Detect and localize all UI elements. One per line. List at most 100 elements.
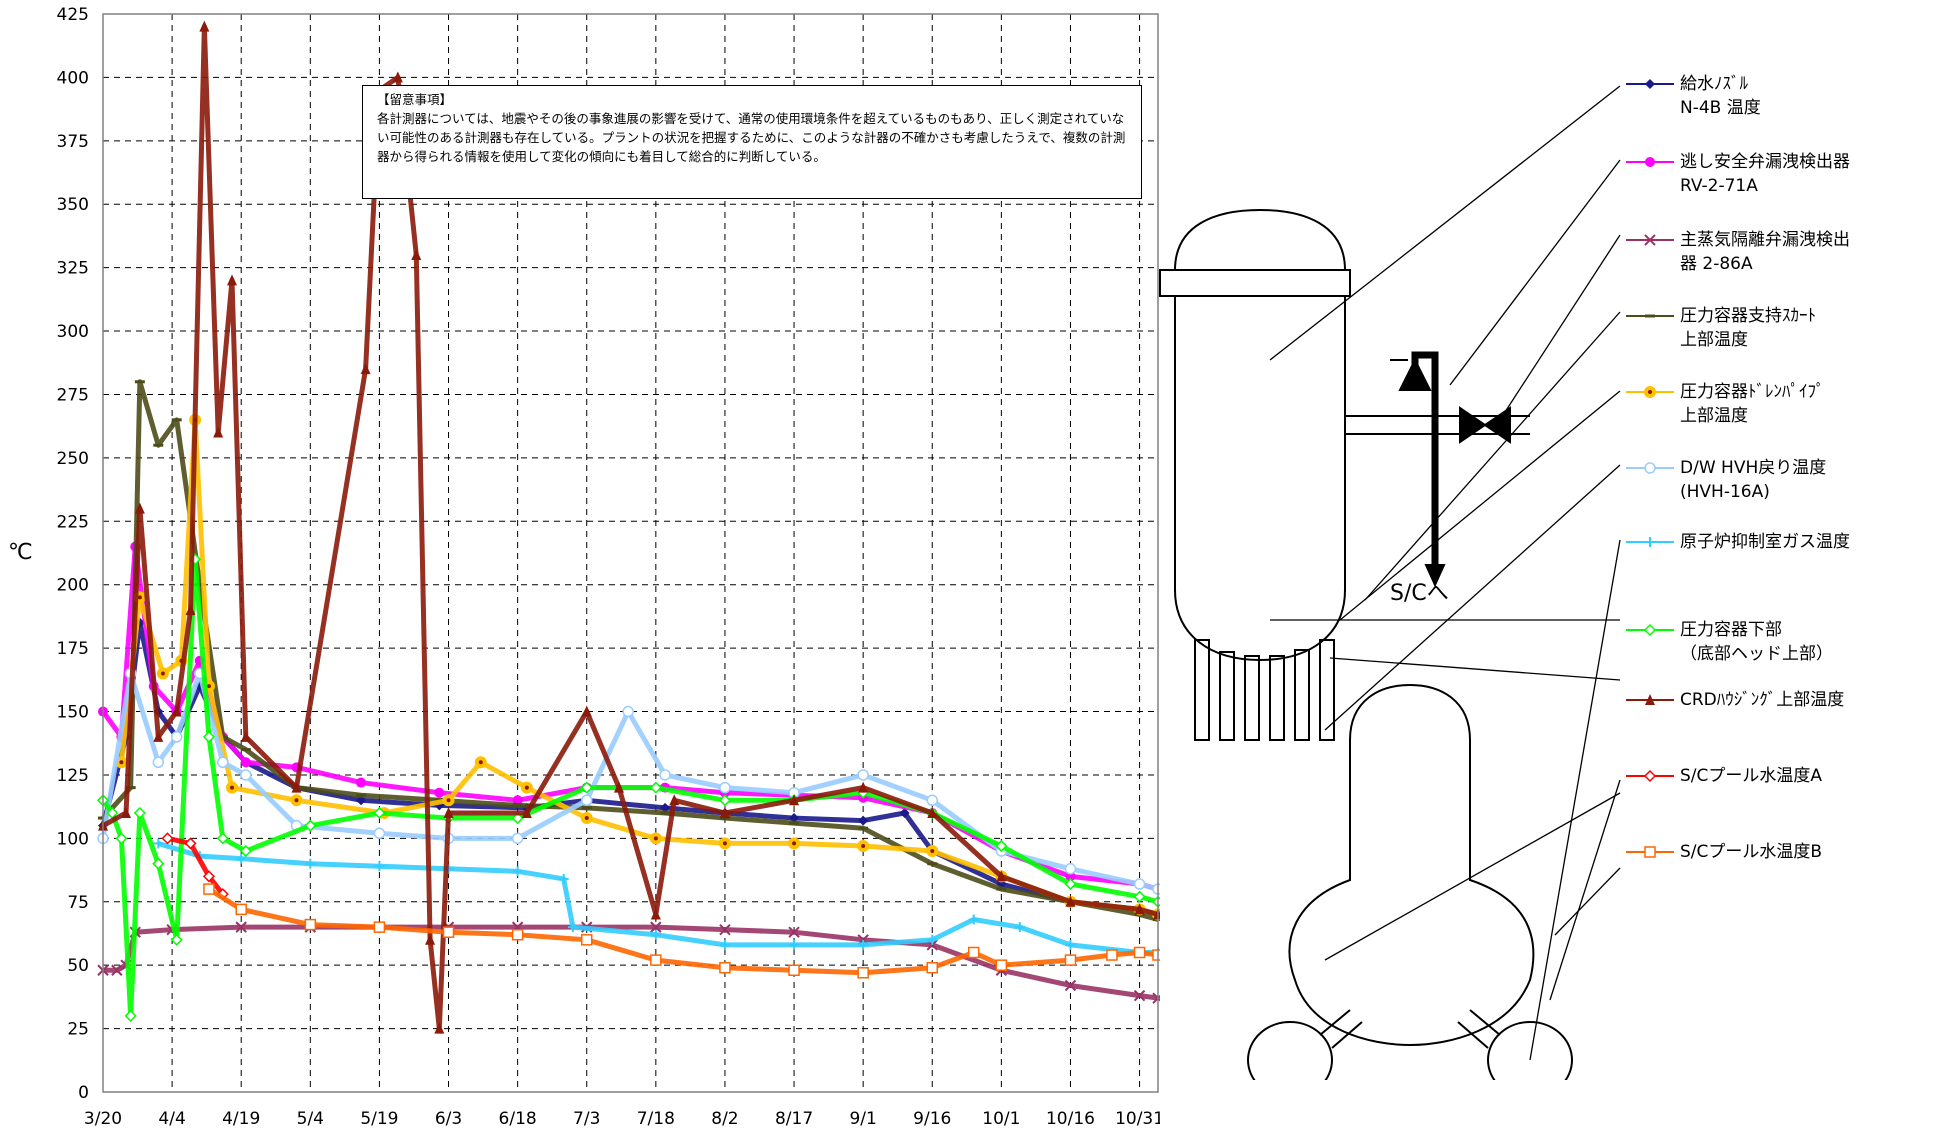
x-tick-label: 10/16	[1046, 1109, 1095, 1129]
crd-housing-3	[1244, 655, 1260, 741]
sc-arrow-head	[1424, 564, 1446, 588]
legend-item: D/W HVH戻り温度 (HVH-16A)	[1622, 456, 1933, 508]
data-point	[1065, 895, 1076, 907]
data-point	[580, 781, 593, 794]
data-point	[425, 933, 436, 945]
data-point	[184, 837, 197, 850]
legend-marker-b	[1644, 234, 1656, 246]
data-point	[442, 926, 455, 938]
legend-marker	[1643, 623, 1657, 637]
legend-swatch	[1626, 462, 1674, 474]
data-point-center	[446, 798, 451, 803]
legend-marker	[1643, 769, 1657, 783]
srv-valve	[1398, 357, 1432, 391]
data-point	[511, 928, 524, 941]
data-point	[203, 883, 215, 895]
data-point	[217, 756, 229, 769]
x-tick-label: 6/18	[499, 1109, 537, 1129]
legend-swatch	[1626, 234, 1674, 246]
msiv-valve-left	[1459, 406, 1487, 444]
legend-item: S/Cプール水温度A	[1622, 764, 1933, 816]
data-point	[650, 908, 661, 920]
data-point	[434, 1022, 445, 1034]
data-point	[355, 777, 366, 788]
x-tick-label: 5/4	[297, 1109, 324, 1129]
data-point	[580, 794, 593, 807]
legend-swatch	[1626, 314, 1674, 318]
data-point-b	[1064, 979, 1077, 992]
series-line	[118, 417, 1159, 917]
sc-direction-label: S/Cへ	[1390, 581, 1449, 606]
data-point	[719, 806, 730, 818]
legend-swatch	[1626, 623, 1674, 637]
x-tick-label: 10/1	[982, 1109, 1020, 1129]
data-point-center	[792, 841, 797, 846]
crd-housing-6	[1319, 639, 1335, 741]
data-point	[669, 794, 680, 806]
data-point-center	[294, 798, 299, 803]
sc-torus-left	[1247, 1021, 1333, 1080]
data-point-center	[206, 684, 211, 689]
legend-marker-center	[1648, 390, 1652, 394]
legend-swatch	[1626, 846, 1674, 858]
data-point	[124, 1009, 137, 1022]
legend-marker	[1644, 846, 1656, 858]
data-point	[613, 781, 624, 793]
data-point-center	[119, 760, 124, 765]
data-point	[185, 604, 196, 616]
data-point	[443, 806, 454, 818]
data-point	[373, 806, 386, 820]
data-point	[926, 794, 939, 807]
data-point	[650, 954, 662, 966]
legend-swatch	[1626, 537, 1674, 547]
data-point	[373, 921, 386, 933]
y-tick-label: 300	[57, 322, 89, 342]
data-point	[216, 832, 229, 845]
sc-torus-right	[1487, 1021, 1573, 1080]
data-point-center	[137, 595, 142, 600]
data-point-b	[111, 964, 123, 976]
y-tick-label: 150	[57, 703, 89, 723]
data-point	[161, 832, 174, 845]
series-line	[166, 835, 225, 896]
data-point-b	[788, 926, 800, 938]
data-point	[1134, 903, 1145, 915]
legend-label: 圧力容器ﾄﾞﾚﾝﾊﾟｲﾌﾟ 上部温度	[1680, 382, 1825, 426]
y-tick-label: 275	[57, 385, 89, 405]
data-point-center	[722, 841, 727, 846]
y-tick-label: 225	[57, 512, 89, 532]
legend-label: 圧力容器下部 （底部ヘッド上部）	[1680, 620, 1833, 664]
legend-swatch	[1626, 386, 1674, 398]
data-point	[240, 757, 251, 768]
data-point-b	[926, 939, 938, 951]
series-line	[100, 670, 1159, 892]
x-tick-label: 6/3	[435, 1109, 462, 1129]
y-axis-ticks: 0 25 50 75 100 125 150 175 200 225 250 275 300 325 350…	[57, 5, 89, 1103]
y-tick-label: 375	[57, 132, 89, 152]
legend-label: S/Cプール水温度A	[1680, 766, 1823, 786]
legend-item: 給水ﾉｽﾞﾙ N-4B 温度	[1622, 72, 1933, 124]
data-point	[622, 705, 634, 718]
y-tick-label: 350	[57, 195, 89, 215]
data-point-b	[650, 921, 662, 933]
legend-item: 主蒸気隔離弁漏洩検出 器 2-86A	[1622, 228, 1933, 280]
data-point	[239, 844, 252, 858]
rpv-body	[1174, 296, 1346, 662]
legend-item: 原子炉抑制室ガス温度	[1622, 530, 1933, 582]
data-point-center	[653, 836, 658, 841]
data-point	[1064, 863, 1077, 875]
caution-note-title: 【留意事項】	[377, 92, 453, 107]
data-point	[392, 71, 403, 83]
x-tick-label: 4/4	[158, 1109, 185, 1129]
data-point	[967, 946, 980, 959]
y-tick-label: 175	[57, 639, 89, 659]
series-line	[101, 379, 1159, 922]
drywell-shell	[1288, 683, 1535, 1047]
y-tick-label: 425	[57, 5, 89, 25]
msiv-valve-right	[1483, 406, 1511, 444]
data-point-b	[235, 921, 247, 933]
data-point	[170, 933, 183, 946]
data-point	[1133, 890, 1146, 903]
x-tick-label: 3/20	[84, 1109, 122, 1129]
data-point-center	[524, 785, 529, 790]
